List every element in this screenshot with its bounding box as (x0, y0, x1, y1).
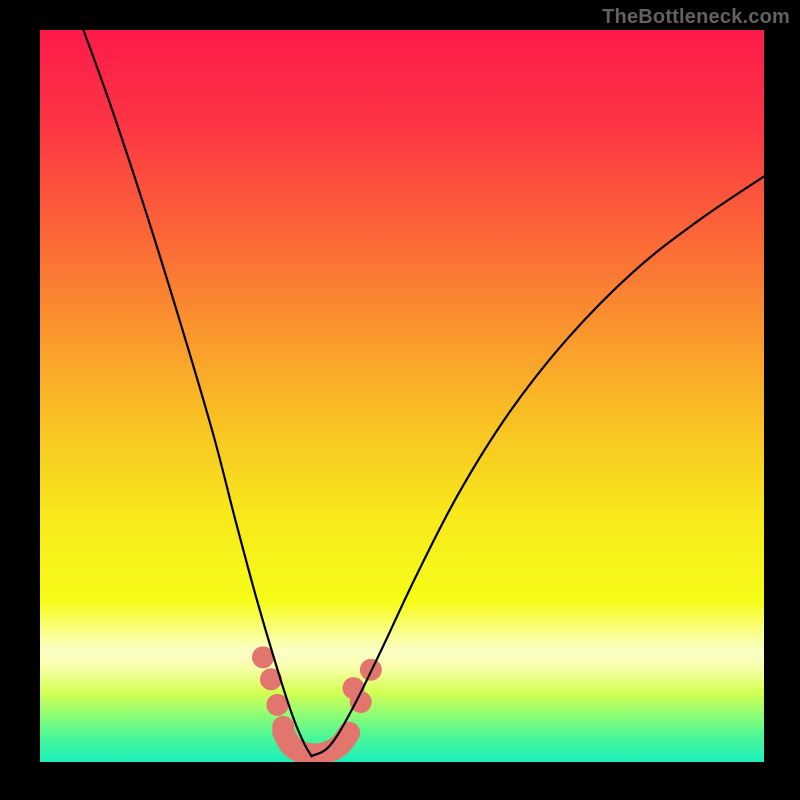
plot-area (40, 30, 764, 762)
chart-frame: TheBottleneck.com (0, 0, 800, 800)
watermark-text: TheBottleneck.com (602, 6, 790, 29)
chart-svg (40, 30, 764, 762)
